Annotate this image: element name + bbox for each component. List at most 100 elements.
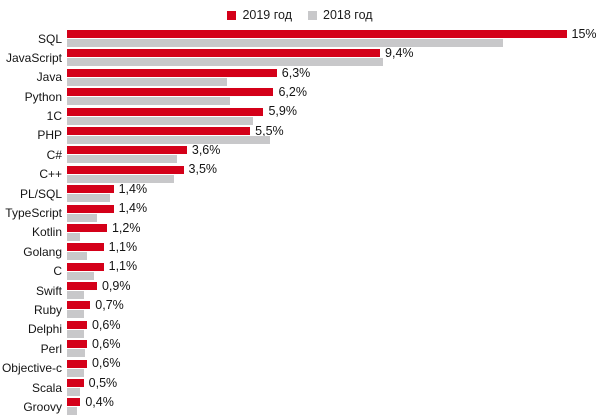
bar-2019 (67, 223, 107, 232)
chart-row: C# 3,6% (0, 143, 600, 164)
value-label: 0,9% (101, 278, 131, 293)
chart-row: PHP 5,5% (0, 123, 600, 144)
value-label: 15% (571, 26, 597, 41)
bar-2019 (67, 68, 277, 77)
category-label: Swift (35, 283, 62, 298)
bar-2019 (67, 146, 187, 155)
value-label: 0,5% (88, 375, 118, 390)
legend-item-2019: 2019 год (227, 8, 292, 22)
chart-row: Python 6,2% (0, 84, 600, 106)
category-label: Scala (31, 380, 62, 395)
chart-row: 1C 5,9% (0, 104, 600, 125)
category-label: Kotlin (31, 225, 62, 240)
category-label: Python (24, 89, 62, 104)
bar-2018 (67, 291, 84, 300)
bar-2018 (67, 310, 84, 319)
bar-2018 (67, 213, 97, 222)
bar-2018 (67, 252, 87, 261)
chart-row: Swift 0,9% (0, 278, 600, 300)
bar-2018 (67, 77, 227, 86)
legend-label-2018: 2018 год (323, 8, 373, 22)
category-label: PHP (37, 128, 62, 143)
chart-row: PL/SQL 1,4% (0, 181, 600, 203)
bar-2018 (67, 194, 111, 203)
category-label: TypeScript (5, 206, 62, 221)
bar-2018 (67, 349, 86, 358)
value-label: 0,7% (95, 298, 124, 313)
value-label: 1,1% (108, 240, 138, 255)
chart-row: Delphi 0,6% (0, 317, 600, 338)
chart-row: Objective-c 0,6% (0, 356, 600, 377)
category-label: Objective-c (1, 361, 62, 376)
legend-swatch-2019-icon (227, 10, 237, 20)
value-label: 0,6% (91, 317, 121, 332)
bar-2019 (67, 340, 87, 349)
value-label: 1,1% (108, 259, 138, 274)
chart-row: Golang 1,1% (0, 240, 600, 261)
bar-2019 (67, 49, 381, 58)
chart-row: Ruby 0,7% (0, 298, 600, 319)
category-label: SQL (37, 31, 62, 46)
bar-2018 (67, 271, 94, 280)
bar-2018 (67, 407, 77, 416)
value-label: 9,4% (385, 46, 414, 61)
bar-2019 (67, 379, 84, 388)
chart-row: JavaScript 9,4% (0, 46, 600, 67)
value-label: 1,2% (111, 220, 141, 235)
bar-2018 (67, 135, 271, 144)
legend: 2019 год 2018 год (0, 7, 600, 23)
category-label: JavaScript (5, 50, 62, 65)
category-label: C# (46, 147, 62, 162)
bar-2019 (67, 204, 114, 213)
bar-2018 (67, 368, 84, 377)
bar-2018 (67, 58, 384, 67)
chart-row: Perl 0,6% (0, 337, 600, 358)
chart-row: TypeScript 1,4% (0, 201, 600, 222)
value-label: 1,4% (118, 181, 148, 196)
legend-label-2019: 2019 год (242, 8, 292, 22)
value-label: 0,6% (91, 356, 121, 371)
chart-row: C++ 3,5% (0, 162, 600, 183)
chart-row: Java 6,3% (0, 65, 600, 86)
category-label: Ruby (33, 302, 62, 317)
chart-row: Scala 0,5% (0, 375, 600, 397)
category-label: Groovy (23, 399, 62, 414)
chart-row: C 1,1% (0, 259, 600, 280)
category-label: C++ (39, 167, 62, 182)
value-label: 5,9% (268, 104, 297, 119)
bar-2019 (67, 320, 87, 329)
value-label: 0,4% (85, 395, 114, 410)
bar-2018 (67, 232, 81, 241)
value-label: 5,5% (255, 123, 284, 138)
bar-2018 (67, 39, 504, 47)
chart-row: Groovy 0,4% (0, 395, 600, 416)
bar-2019 (67, 30, 567, 38)
bar-2018 (67, 388, 81, 397)
bar-2019 (67, 262, 104, 271)
value-label: 6,2% (278, 84, 307, 99)
bar-2018 (67, 155, 177, 164)
legend-swatch-2018-icon (308, 10, 317, 20)
bar-2019 (67, 165, 184, 174)
bar-2018 (67, 174, 174, 183)
bar-2019 (67, 185, 114, 194)
chart-row: SQL 15% (0, 26, 600, 47)
value-label: 3,5% (188, 162, 218, 177)
category-label: 1C (46, 109, 62, 124)
bar-2019 (67, 243, 104, 252)
value-label: 1,4% (118, 201, 148, 216)
legend-item-2018: 2018 год (308, 8, 373, 22)
bar-2019 (67, 398, 81, 407)
bar-2019 (67, 107, 264, 116)
chart-row: Kotlin 1,2% (0, 220, 600, 241)
chart-rows: SQL 15% JavaScript 9,4% Java 6,3% Python 6,2% 1C… (0, 26, 600, 416)
value-label: 6,3% (281, 65, 311, 80)
category-label: Perl (40, 341, 62, 356)
value-label: 0,6% (91, 337, 121, 351)
category-label: Java (36, 70, 62, 85)
bar-2019 (67, 88, 274, 97)
category-label: C (53, 264, 62, 279)
value-label: 3,6% (191, 143, 221, 158)
bar-2019 (67, 301, 91, 310)
